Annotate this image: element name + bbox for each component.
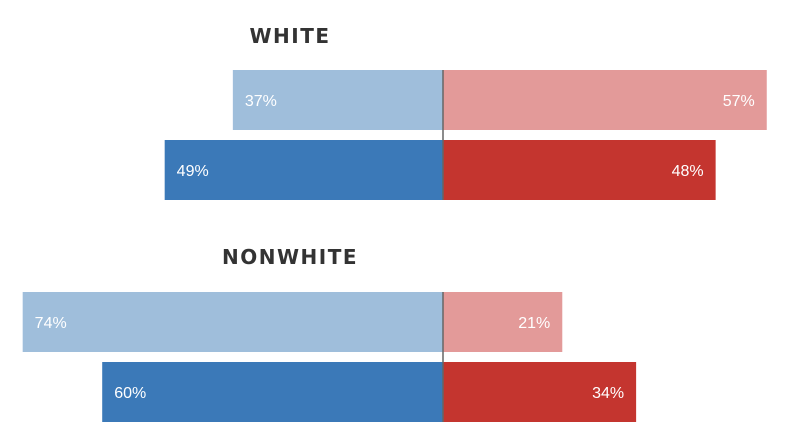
bar-label-nonwhite-light-left: 74% xyxy=(35,315,67,332)
bar-label-nonwhite-dark-left: 60% xyxy=(114,385,146,402)
group-title-nonwhite: NONWHITE xyxy=(222,245,358,269)
bar-label-white-light-left: 37% xyxy=(245,93,277,110)
bar-label-nonwhite-dark-right: 34% xyxy=(592,385,624,402)
bar-white-light-right xyxy=(443,70,767,130)
bar-label-nonwhite-light-right: 21% xyxy=(518,315,550,332)
bar-white-light-left xyxy=(232,70,443,130)
bar-white-dark-right xyxy=(443,140,716,200)
bar-nonwhite-light-right xyxy=(443,292,563,352)
bar-label-white-dark-left: 49% xyxy=(177,163,209,180)
group-title-white: WHITE xyxy=(249,24,330,48)
titles-layer: WHITE NONWHITE xyxy=(222,24,358,269)
bar-nonwhite-dark-left xyxy=(102,362,443,422)
bar-label-white-dark-right: 48% xyxy=(672,163,704,180)
bar-nonwhite-dark-right xyxy=(443,362,637,422)
bar-nonwhite-light-left xyxy=(22,292,444,352)
bars-layer: 37% 57% 49% 48% 74% 21% 60% 34% xyxy=(22,70,767,422)
bar-label-white-light-right: 57% xyxy=(723,93,755,110)
bar-white-dark-left xyxy=(164,140,443,200)
